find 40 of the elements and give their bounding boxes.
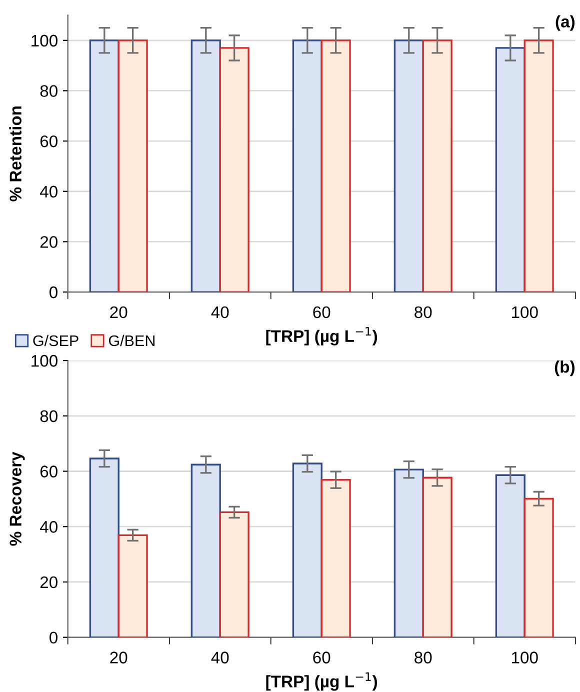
x-tick-label: 20 <box>110 306 128 318</box>
x-axis-title: [TRP] (µg L$^{−1}$) <box>266 672 378 691</box>
y-tick-label: 60 <box>40 135 58 148</box>
x-tick-label: 20 <box>110 652 128 664</box>
y-tick-label: 100 <box>32 34 58 47</box>
bar <box>219 511 250 638</box>
y-tick-label: 0 <box>50 632 58 644</box>
bar <box>422 476 452 638</box>
x-axis-title: [TRP] (µg L$^{−1}$) <box>266 327 378 346</box>
bar <box>320 479 351 638</box>
y-tick-label: 80 <box>40 410 58 422</box>
annotation: (b) <box>554 360 575 376</box>
bar <box>394 468 424 638</box>
bar <box>118 534 148 638</box>
y-tick-label: 60 <box>40 466 58 478</box>
bar <box>524 498 554 638</box>
x-tick-label: 40 <box>211 652 229 664</box>
y-tick-label: 20 <box>40 576 58 588</box>
bar <box>89 458 120 638</box>
y-axis-title: % Retention <box>9 106 22 202</box>
y-tick-label: 40 <box>40 186 58 198</box>
y-tick-label: 100 <box>32 354 58 367</box>
y-tick-label: 40 <box>40 521 58 533</box>
bar <box>190 464 221 638</box>
y-tick-label: 80 <box>40 85 58 97</box>
x-tick-label: 100 <box>512 652 538 664</box>
legend-label: G/SEP <box>33 334 78 346</box>
bar <box>495 474 526 638</box>
x-tick-label: 100 <box>512 306 538 318</box>
y-tick-label: 0 <box>50 286 58 298</box>
x-tick-label: 40 <box>211 306 229 318</box>
bar <box>292 462 322 638</box>
legend-label: G/BEN <box>108 334 154 346</box>
x-tick-label: 80 <box>414 652 432 664</box>
x-tick-label: 60 <box>313 306 330 318</box>
x-tick-label: 80 <box>414 306 432 318</box>
y-axis-title: % Recovery <box>10 452 25 546</box>
annotation: (a) <box>556 15 575 31</box>
y-tick-label: 20 <box>40 236 58 248</box>
x-tick-label: 60 <box>313 652 330 664</box>
